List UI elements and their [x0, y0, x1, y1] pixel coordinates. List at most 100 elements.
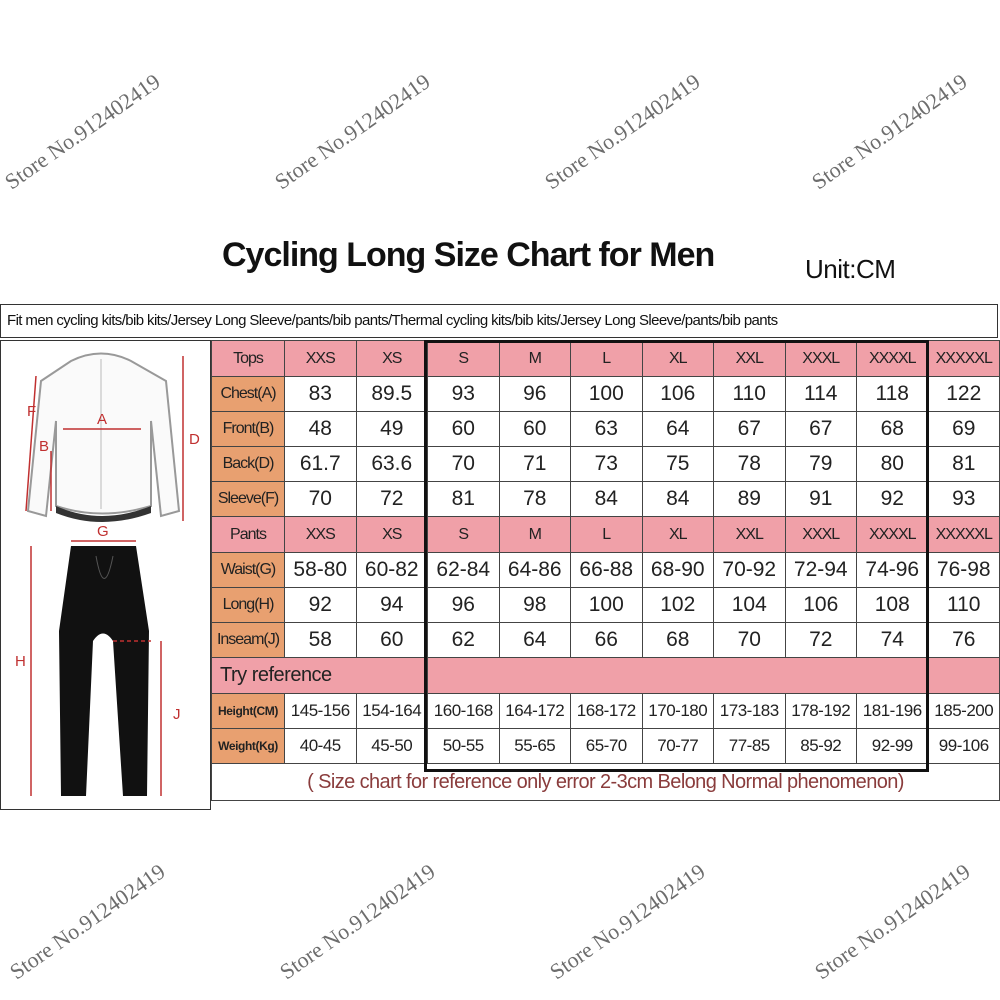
watermark: Store No.912402419 — [807, 68, 972, 195]
size-header-text: M — [528, 349, 542, 367]
value-cell: 185-200 — [927, 693, 1000, 729]
value-cell: 96 — [427, 587, 500, 623]
value-cell-text: 70 — [308, 487, 332, 510]
value-cell-text: 66 — [594, 628, 618, 651]
row-label-text: Front(B) — [222, 420, 275, 437]
value-cell-text: 67 — [737, 417, 761, 440]
value-cell: 104 — [713, 587, 786, 623]
row-label: Height(CM) — [211, 693, 285, 729]
row-label: Chest(A) — [211, 376, 285, 412]
row-label-text: Back(D) — [222, 455, 275, 472]
value-cell: 100 — [570, 587, 643, 623]
size-header-text: XXS — [305, 525, 336, 543]
size-header: XXXXL — [856, 340, 929, 377]
value-cell-text: 40-45 — [299, 736, 341, 755]
value-cell-text: 160-168 — [433, 701, 493, 720]
value-cell-text: 68 — [880, 417, 904, 440]
value-cell: 62-84 — [427, 552, 500, 588]
value-cell: 145-156 — [284, 693, 357, 729]
value-cell-text: 185-200 — [934, 701, 994, 720]
row-label: Sleeve(F) — [211, 481, 285, 517]
value-cell: 72 — [355, 481, 428, 517]
value-cell-text: 106 — [660, 382, 696, 405]
size-note-text: ( Size chart for reference only error 2-… — [307, 770, 904, 793]
value-cell-text: 89.5 — [371, 382, 413, 405]
value-cell: 50-55 — [427, 728, 500, 764]
value-cell: 91 — [784, 481, 857, 517]
watermark: Store No.912402419 — [5, 858, 170, 985]
value-cell-text: 72-94 — [793, 558, 848, 581]
value-cell-text: 104 — [731, 593, 767, 616]
value-cell: 76 — [927, 622, 1000, 658]
value-cell: 68-90 — [641, 552, 714, 588]
tops-header-row: Tops XXS XS S M L XL XXL XXXL XXXXL XXXXXL — [211, 340, 1000, 377]
value-cell-text: 72 — [809, 628, 833, 651]
value-cell: 164-172 — [498, 693, 571, 729]
value-cell: 118 — [856, 376, 929, 412]
value-cell: 168-172 — [570, 693, 643, 729]
value-cell-text: 64 — [666, 417, 690, 440]
value-cell: 122 — [927, 376, 1000, 412]
value-cell-text: 170-180 — [648, 701, 708, 720]
value-cell: 60-82 — [355, 552, 428, 588]
table-row: Back(D) 61.7 63.6 70 71 73 75 78 79 80 81 — [211, 446, 1000, 482]
value-cell-text: 99-106 — [938, 736, 989, 755]
row-label: Long(H) — [211, 587, 285, 623]
value-cell-text: 73 — [594, 452, 618, 475]
value-cell: 58 — [284, 622, 357, 658]
size-header: XXL — [713, 516, 786, 553]
value-cell-text: 84 — [594, 487, 618, 510]
size-note: ( Size chart for reference only error 2-… — [211, 763, 1000, 801]
value-cell-text: 58-80 — [293, 558, 348, 581]
size-header-text: XXL — [735, 525, 764, 543]
figure-label-f: F — [27, 403, 37, 420]
value-cell-text: 110 — [947, 593, 981, 616]
value-cell: 49 — [355, 411, 428, 447]
value-cell-text: 50-55 — [442, 736, 484, 755]
watermark: Store No.912402419 — [275, 858, 440, 985]
table-row: Waist(G) 58-80 60-82 62-84 64-86 66-88 68-90 70… — [211, 552, 1000, 588]
size-header: L — [570, 516, 643, 553]
value-cell: 89.5 — [355, 376, 428, 412]
value-cell: 40-45 — [284, 728, 357, 764]
size-header: XS — [355, 340, 428, 377]
figure-label-h: H — [15, 653, 26, 670]
value-cell-text: 83 — [308, 382, 332, 405]
value-cell-text: 49 — [380, 417, 404, 440]
value-cell-text: 102 — [660, 593, 696, 616]
value-cell: 99-106 — [927, 728, 1000, 764]
value-cell: 48 — [284, 411, 357, 447]
page-title: Cycling Long Size Chart for Men — [222, 236, 715, 274]
value-cell-text: 89 — [737, 487, 761, 510]
value-cell-text: 58 — [308, 628, 332, 651]
table-row: Sleeve(F) 70 72 81 78 84 84 89 91 92 93 — [211, 481, 1000, 517]
value-cell: 98 — [498, 587, 571, 623]
value-cell: 106 — [641, 376, 714, 412]
value-cell-text: 60 — [380, 628, 404, 651]
value-cell: 70 — [427, 446, 500, 482]
row-label-text: Sleeve(F) — [217, 490, 279, 507]
value-cell: 60 — [355, 622, 428, 658]
table-row: Weight(Kg) 40-45 45-50 50-55 55-65 65-70 70-77… — [211, 728, 1000, 764]
value-cell-text: 76 — [952, 628, 976, 651]
value-cell-text: 100 — [588, 382, 624, 405]
figure-label-j: J — [173, 706, 181, 723]
value-cell-text: 66-88 — [579, 558, 634, 581]
size-header: XL — [641, 516, 714, 553]
value-cell: 102 — [641, 587, 714, 623]
value-cell-text: 60-82 — [364, 558, 419, 581]
value-cell: 84 — [641, 481, 714, 517]
value-cell-text: 65-70 — [585, 736, 627, 755]
value-cell: 60 — [498, 411, 571, 447]
size-header-text: XXXXL — [868, 349, 917, 367]
section-label: Tops — [211, 340, 285, 377]
value-cell-text: 60 — [523, 417, 547, 440]
value-cell-text: 60 — [451, 417, 475, 440]
size-header-text: L — [602, 525, 611, 543]
value-cell-text: 64-86 — [507, 558, 562, 581]
value-cell: 61.7 — [284, 446, 357, 482]
value-cell-text: 76-98 — [936, 558, 991, 581]
value-cell: 94 — [355, 587, 428, 623]
value-cell-text: 70-77 — [657, 736, 699, 755]
try-reference-fill — [427, 657, 1000, 694]
